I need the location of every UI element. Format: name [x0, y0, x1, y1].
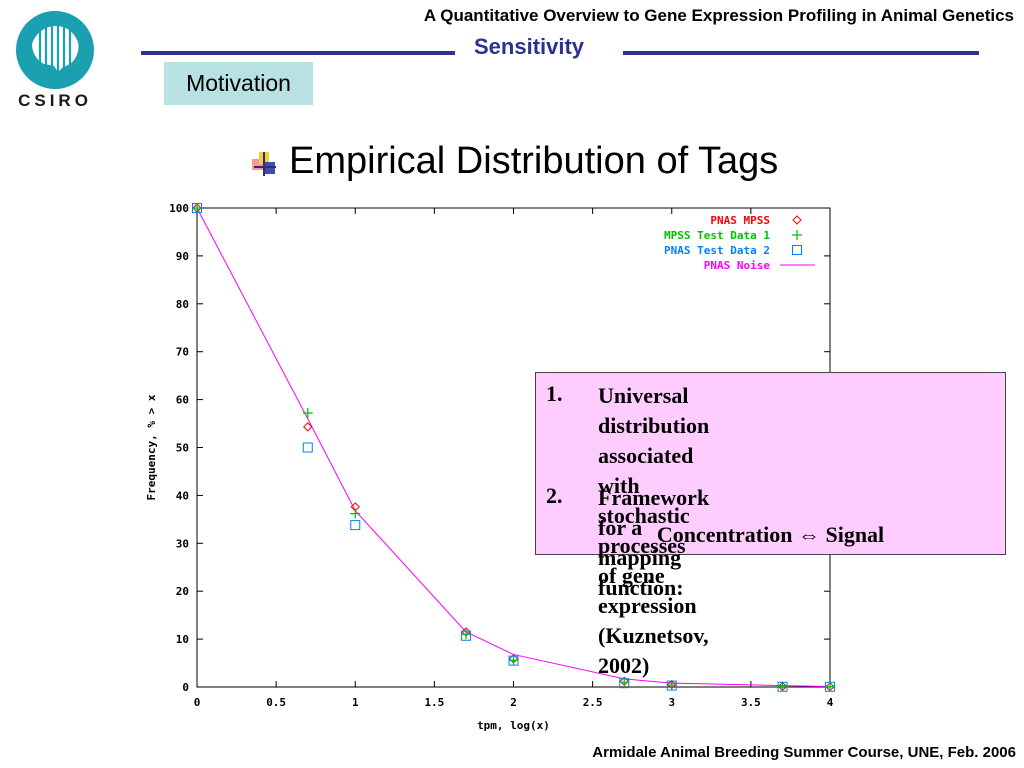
note-text: Framework for a mapping function:: [598, 483, 709, 603]
x-tick-label: 0.5: [266, 696, 286, 709]
y-tick-label: 60: [176, 394, 189, 407]
y-tick-label: 100: [169, 202, 189, 215]
x-axis-label: tpm, log(x): [477, 719, 550, 732]
legend-label: MPSS Test Data 1: [664, 229, 770, 242]
logo-lines: [38, 24, 72, 74]
bullet-icon: [252, 152, 276, 176]
legend-swatch: [792, 215, 802, 225]
y-tick-label: 90: [176, 250, 189, 263]
y-tick-label: 30: [176, 537, 189, 550]
section-title: Sensitivity: [474, 34, 585, 59]
notes-box: 1. Universal distribution associated wit…: [535, 372, 1006, 678]
distribution-chart: 0 0.5 1 1.5 2 2.5 3 3.5 40102030405060708090100t…: [145, 202, 835, 732]
x-tick-label: 1.5: [424, 696, 444, 709]
data-point: [303, 422, 313, 432]
logo-map-icon: [32, 26, 79, 72]
note-line: expression (Kuznetsov, 2002): [598, 593, 709, 678]
divider-right: [623, 51, 979, 55]
legend-label: PNAS Noise: [704, 259, 771, 272]
x-tick-label: 3: [668, 696, 675, 709]
x-tick-label: 2: [510, 696, 517, 709]
y-tick-label: 20: [176, 585, 189, 598]
data-point: [508, 655, 519, 666]
y-tick-label: 70: [176, 346, 189, 359]
data-point: [192, 203, 202, 213]
data-point: [461, 630, 472, 641]
note-number: 2.: [546, 483, 563, 508]
note-line: Universal distribution associated: [598, 383, 710, 468]
presentation-title: A Quantitative Overview to Gene Expressi…: [423, 6, 1014, 25]
data-point: [777, 681, 788, 692]
data-point: [192, 203, 202, 213]
y-tick-label: 80: [176, 298, 189, 311]
divider-left: [141, 51, 455, 55]
data-point: [619, 678, 630, 689]
x-tick-label: 3.5: [741, 696, 761, 709]
legend-label: PNAS Test Data 2: [664, 244, 770, 257]
data-point: [302, 408, 313, 419]
motivation-badge: Motivation: [164, 62, 313, 105]
data-point: [825, 681, 835, 692]
x-tick-label: 4: [827, 696, 834, 709]
y-tick-label: 40: [176, 489, 189, 502]
y-tick-label: 50: [176, 442, 189, 455]
data-point: [666, 680, 677, 691]
footer-text: Armidale Animal Breeding Summer Course, …: [592, 744, 1016, 761]
x-tick-label: 1: [352, 696, 359, 709]
note-line: Framework for a mapping function:: [598, 485, 710, 600]
note-text: Universal distribution associated with s…: [598, 381, 709, 681]
y-tick-label: 10: [176, 633, 189, 646]
legend-swatch: [792, 245, 802, 255]
logo-text: CSIRO: [18, 91, 92, 110]
legend-label: PNAS MPSS: [710, 214, 770, 227]
y-tick-label: 0: [182, 681, 189, 694]
data-point: [777, 681, 788, 692]
y-axis-label: Frequency, % > x: [145, 394, 158, 500]
data-point: [350, 520, 361, 531]
slide-title: Empirical Distribution of Tags: [289, 140, 779, 182]
data-point: [350, 508, 361, 519]
x-tick-label: 0: [194, 696, 201, 709]
data-point: [302, 442, 313, 453]
note-number: 1.: [546, 381, 563, 406]
x-tick-label: 2.5: [583, 696, 603, 709]
note-line: with stochastic processes of gene: [598, 473, 690, 588]
data-point: [666, 680, 677, 691]
data-point: [508, 655, 519, 666]
mapping-equation: Concentration ⇔ Signal: [656, 522, 885, 547]
legend-swatch: [792, 230, 802, 240]
data-point: [825, 681, 835, 692]
csiro-logo: CSIRO: [16, 11, 94, 110]
